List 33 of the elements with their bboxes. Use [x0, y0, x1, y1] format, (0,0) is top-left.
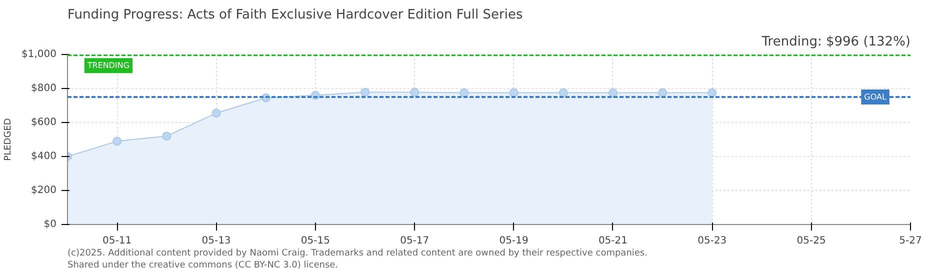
x-tick-label: 05-25 [796, 236, 826, 246]
x-tick-label: 05-17 [400, 236, 430, 246]
point [608, 88, 618, 98]
text: (c)2025. Additional content provided by Naomi Craig. Trademarks and related content are owned by their respective companies. [68, 248, 648, 258]
ref-line-label: GOAL [864, 92, 887, 102]
chart-title: Funding Progress: Acts of Faith Exclusive Hardcover Edition Full Series [68, 8, 523, 22]
x-tick-label: 05-11 [102, 236, 132, 246]
y-tick-label: $600 [31, 117, 57, 128]
x-tick-label: 5-27 [899, 236, 922, 246]
y-tick-label: $400 [31, 151, 57, 162]
point [162, 132, 172, 141]
y-tick-label: $800 [31, 83, 57, 94]
x-tick-label: 05-21 [598, 236, 628, 246]
point [112, 136, 122, 146]
point [460, 88, 469, 98]
point [509, 88, 518, 98]
x-tick-label: 05-19 [499, 236, 528, 246]
point [558, 88, 568, 98]
point [410, 88, 420, 97]
text: Shared under the creative commons (CC BY-NC 3.0) license. [68, 260, 338, 270]
point [708, 88, 717, 98]
y-axis-title: PLEDGED [4, 118, 14, 161]
y-tick-label: $0 [44, 219, 57, 230]
x-tick-label: 05-23 [698, 236, 727, 246]
x-tick-label: 05-15 [300, 236, 330, 246]
ref-line-label: TRENDING [86, 61, 130, 70]
y-tick-label: $1,000 [22, 49, 57, 60]
point [658, 88, 668, 98]
x-tick-label: 05-13 [202, 236, 231, 246]
text: Trending: $996 (132%) [760, 34, 911, 50]
y-tick-label: $200 [31, 185, 57, 196]
point [360, 88, 370, 97]
point [212, 108, 221, 118]
